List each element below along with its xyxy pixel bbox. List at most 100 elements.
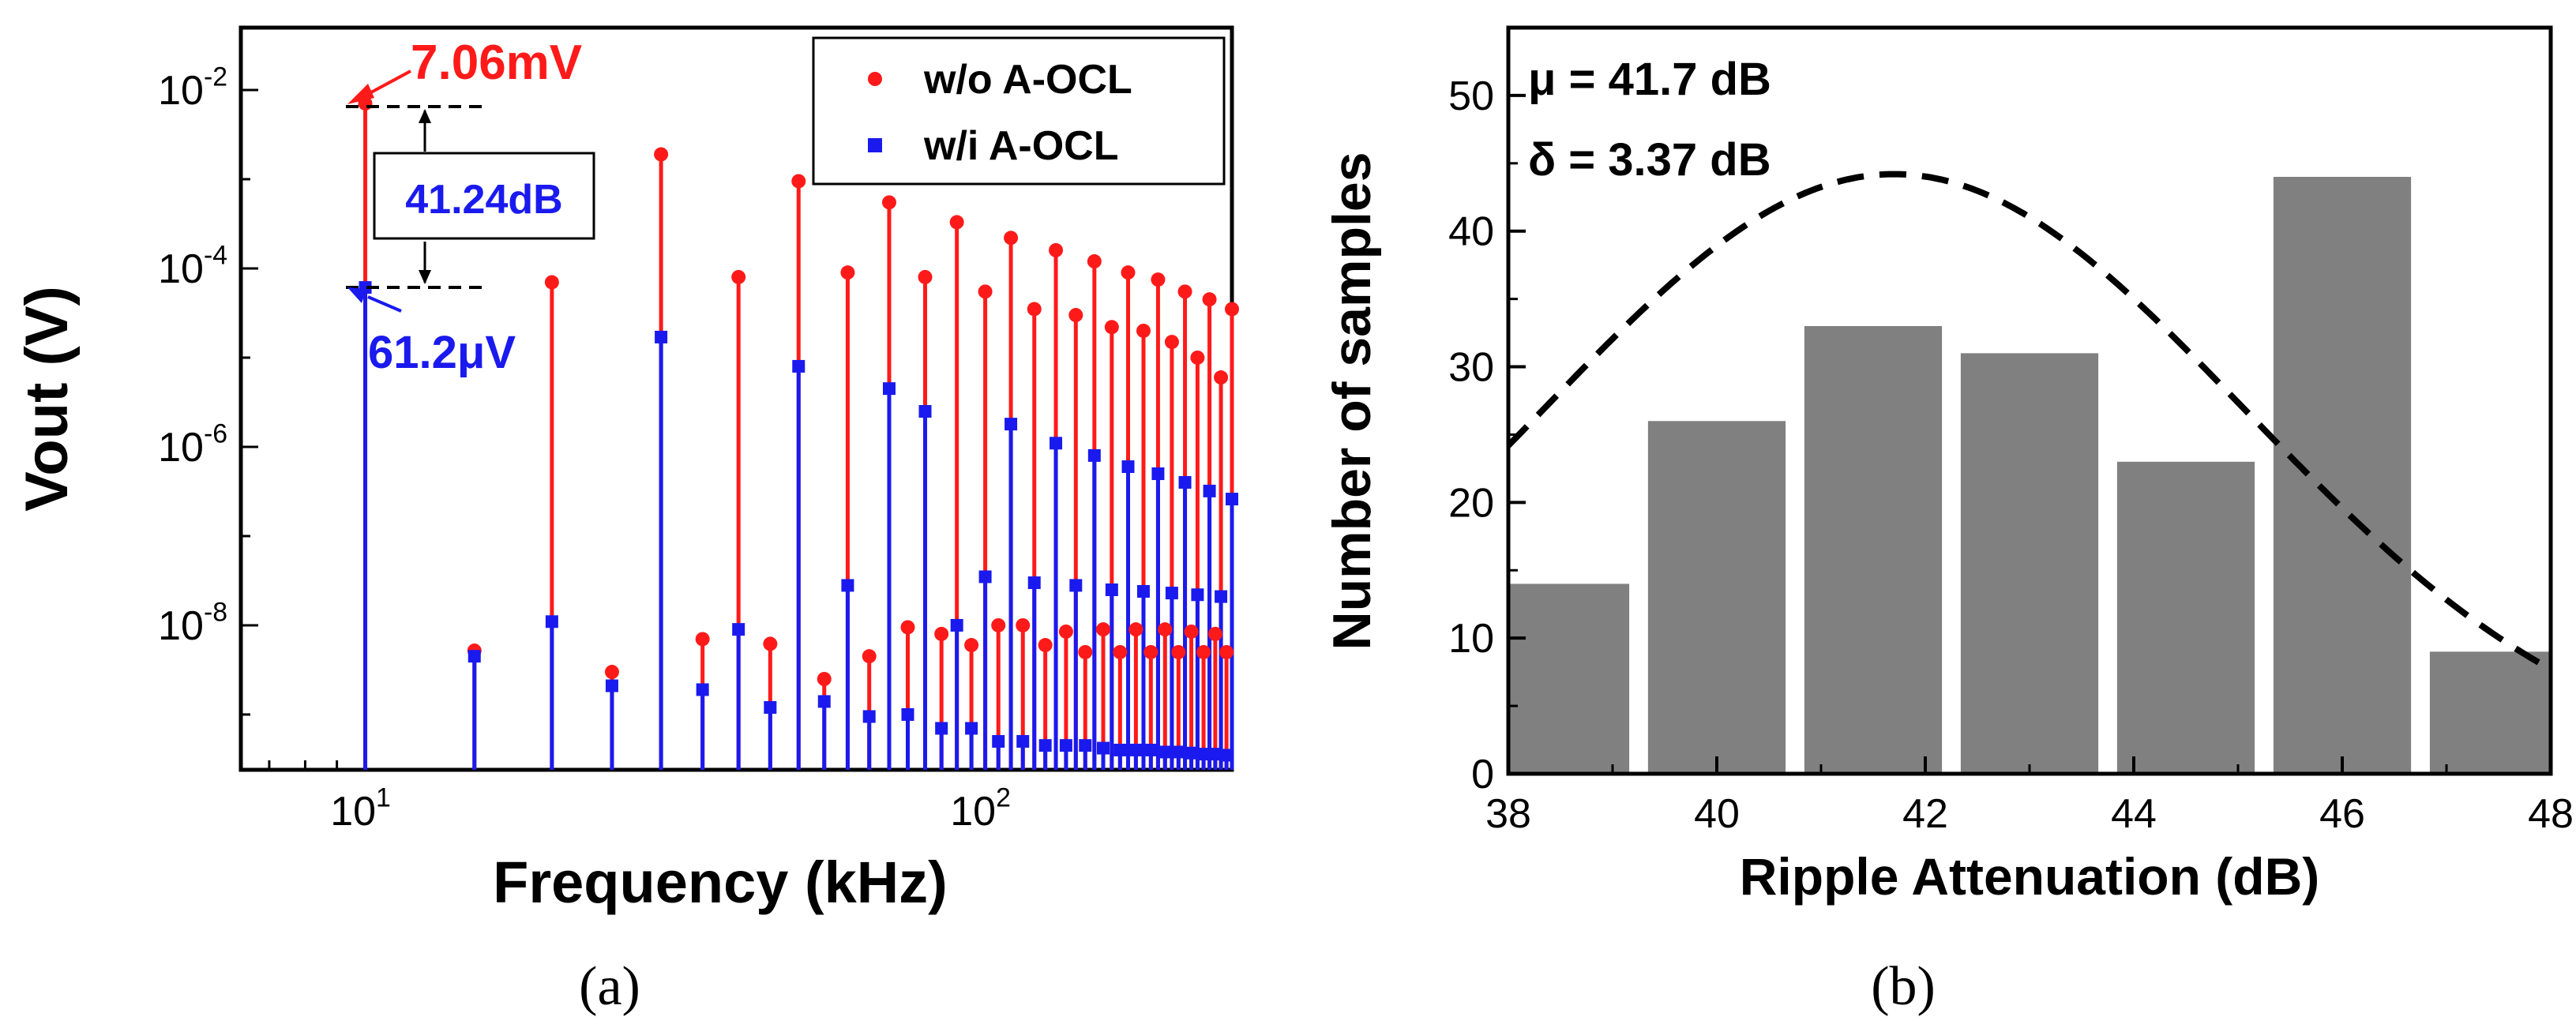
histogram-bar: [2429, 651, 2551, 774]
legend-blue-marker: [868, 138, 882, 152]
legend-blue-label: w/i A-OCL: [923, 123, 1119, 169]
panel-b-frame-overlay: [1506, 25, 2553, 776]
delta-arrowhead-top: [419, 109, 431, 123]
point-blue: [862, 710, 876, 723]
point-red: [791, 174, 806, 189]
x-tick-label: 40: [1694, 791, 1740, 837]
point-blue: [1185, 746, 1198, 760]
peak-blue-arrow-line: [367, 295, 402, 313]
point-red: [1136, 323, 1151, 338]
point-blue: [950, 618, 963, 632]
histogram-bar: [2273, 177, 2412, 774]
x-tick-label: 44: [2111, 791, 2157, 837]
point-red: [991, 617, 1006, 632]
point-red: [1049, 242, 1064, 257]
point-blue: [1136, 585, 1150, 598]
point-blue: [1059, 739, 1072, 752]
point-blue: [1121, 460, 1135, 474]
point-red: [1016, 617, 1031, 632]
panel-b-bars: [1508, 177, 2551, 774]
histogram-bar: [1960, 353, 2099, 774]
x-tick-label: 102: [950, 783, 1011, 835]
point-blue: [1016, 734, 1030, 748]
point-blue: [1144, 743, 1158, 756]
point-red: [604, 665, 619, 680]
point-blue: [1027, 576, 1041, 590]
point-blue: [1097, 741, 1110, 755]
panel-b-chart: 38 40 42 44 46 48 0 10 20 30 40 50 μ = 41.7 dB δ = …: [1322, 25, 2574, 1017]
point-red: [1087, 254, 1102, 269]
point-blue: [1105, 583, 1118, 597]
panel-a-annotation-group: 41.24dB 7.06mV 61.2μV: [346, 36, 595, 378]
legend-box: [812, 36, 1226, 186]
point-blue: [1172, 745, 1185, 759]
point-red: [1068, 308, 1083, 323]
point-blue: [764, 701, 777, 715]
y-tick-label: 20: [1448, 480, 1494, 526]
point-blue: [1208, 748, 1222, 761]
point-blue: [1129, 743, 1143, 756]
point-red: [1202, 292, 1217, 307]
panel-a-xlabel: Frequency (kHz): [493, 850, 948, 915]
point-blue: [792, 359, 805, 373]
point-red: [1078, 644, 1093, 659]
sigma-annotation: δ = 3.37 dB: [1528, 134, 1771, 186]
point-blue: [841, 579, 854, 592]
y-tick-label: 10-8: [158, 598, 227, 649]
point-red: [1151, 272, 1166, 287]
point-blue: [696, 683, 709, 696]
point-blue: [1197, 748, 1211, 761]
point-blue: [1215, 590, 1228, 603]
point-red: [1207, 626, 1222, 641]
point-blue: [1220, 748, 1234, 762]
peak-red-label: 7.06mV: [411, 36, 582, 90]
point-blue: [732, 623, 745, 636]
point-red: [918, 269, 933, 284]
y-tick-label: 10-2: [158, 62, 227, 114]
point-red: [978, 284, 993, 299]
x-tick-label: 38: [1485, 791, 1531, 837]
point-blue: [1151, 467, 1165, 480]
panel-a-tick-labels: 101 102 10-8 10-6 10-4 10-2: [158, 62, 1011, 835]
delta-label: 41.24dB: [405, 177, 562, 223]
point-blue: [655, 330, 668, 343]
point-blue: [1158, 745, 1172, 759]
point-blue: [545, 615, 558, 628]
y-tick-label: 30: [1448, 345, 1494, 391]
point-red: [1058, 624, 1073, 639]
panel-a-stems: [363, 103, 1234, 770]
y-tick-label: 40: [1448, 209, 1494, 255]
point-red: [544, 275, 559, 290]
point-red: [964, 638, 979, 653]
y-tick-label: 10-4: [158, 241, 227, 292]
point-red: [1027, 302, 1042, 317]
point-red: [1096, 622, 1111, 637]
point-blue: [1226, 493, 1238, 506]
delta-arrowhead-bottom: [419, 270, 431, 284]
point-red: [840, 265, 855, 280]
peak-red-arrowhead: [347, 84, 374, 104]
legend-red-label: w/o A-OCL: [923, 57, 1132, 103]
panel-b-tick-labels: 38 40 42 44 46 48 0 10 20 30 40 50: [1448, 73, 2574, 837]
point-red: [881, 195, 896, 210]
point-blue: [1113, 743, 1127, 756]
point-red: [1177, 284, 1192, 299]
point-blue: [965, 722, 978, 735]
point-red: [1184, 624, 1199, 639]
point-blue: [468, 650, 481, 663]
point-red: [1104, 320, 1119, 335]
point-blue: [1004, 418, 1018, 431]
point-blue: [882, 382, 896, 396]
point-red: [1113, 644, 1128, 659]
point-blue: [1087, 448, 1101, 462]
point-red: [1190, 350, 1205, 365]
point-red: [695, 632, 710, 647]
point-blue: [935, 722, 948, 735]
point-blue: [1178, 475, 1192, 489]
point-red: [1171, 644, 1186, 659]
x-tick-label: 46: [2319, 791, 2365, 837]
point-blue: [1069, 579, 1083, 592]
panel-a-ylabel: Vout (V): [13, 286, 81, 512]
x-tick-label: 48: [2528, 791, 2574, 837]
point-red: [1121, 265, 1136, 280]
